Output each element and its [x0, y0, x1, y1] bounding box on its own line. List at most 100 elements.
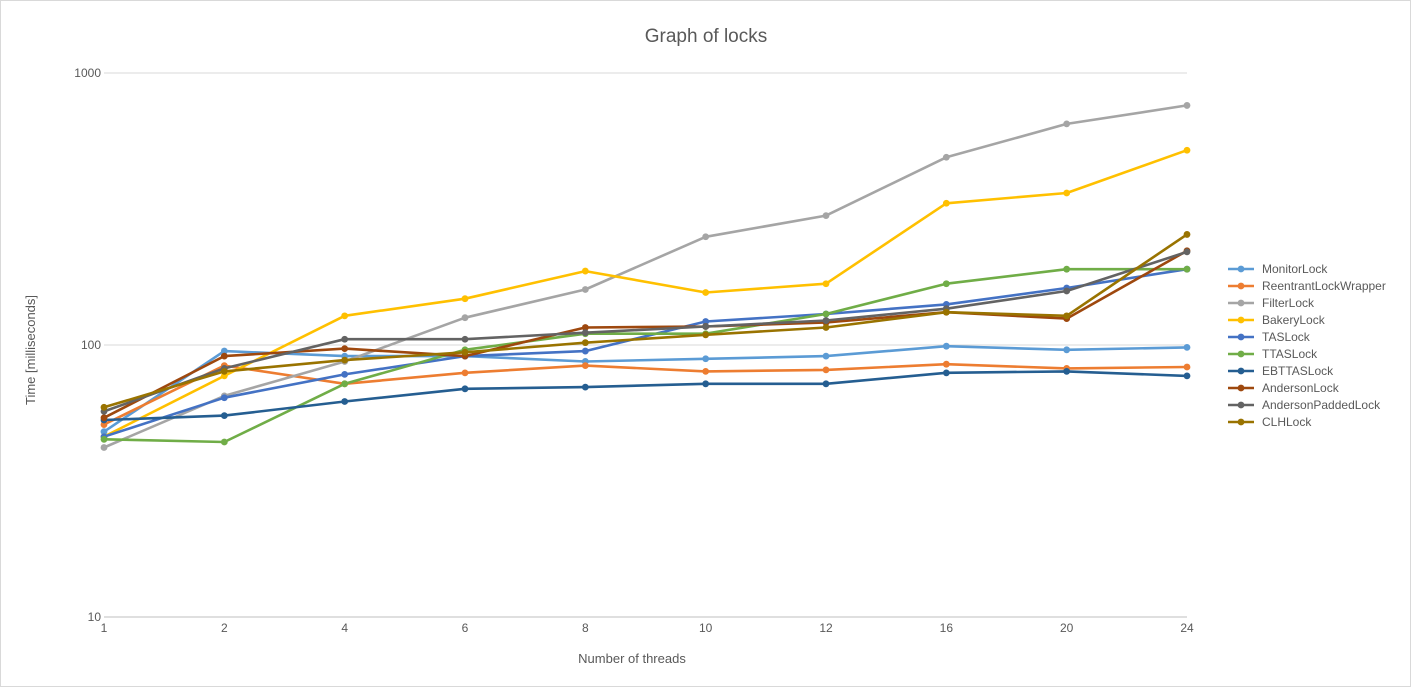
series-andersonpaddedlock [100, 248, 1191, 415]
data-point [581, 329, 589, 337]
y-axis-label: Time [milliseconds] [23, 295, 38, 405]
legend-label: FilterLock [1262, 296, 1315, 310]
series-lines [100, 102, 1191, 451]
data-point [942, 342, 950, 350]
legend-label: AndersonLock [1262, 381, 1340, 395]
x-tick-label: 2 [221, 621, 228, 635]
x-tick-label: 8 [582, 621, 589, 635]
data-point [702, 289, 710, 296]
data-point [702, 318, 710, 325]
data-point [702, 323, 710, 330]
data-point [461, 369, 469, 377]
data-point [1063, 346, 1071, 354]
series-line [102, 362, 1189, 426]
legend-item: CLHLock [1228, 415, 1312, 429]
data-point [822, 324, 830, 331]
data-point [341, 380, 349, 388]
legend-swatch-marker [1237, 367, 1245, 375]
series-line [102, 148, 1189, 439]
data-point [822, 380, 830, 388]
series-filterlock [100, 102, 1191, 451]
data-point [1183, 265, 1191, 273]
legend-item: EBTTASLock [1228, 364, 1334, 378]
data-point [822, 352, 830, 360]
data-point [942, 199, 950, 207]
data-point [942, 280, 950, 288]
legend-label: TTASLock [1262, 347, 1318, 361]
data-point [1183, 343, 1191, 351]
data-point [461, 314, 469, 322]
data-point [220, 352, 228, 360]
data-point [702, 367, 710, 375]
data-point [702, 331, 710, 339]
data-point [100, 435, 108, 443]
data-point [942, 153, 950, 161]
data-point [581, 339, 589, 347]
legend-swatch-marker [1237, 384, 1245, 392]
data-point [1183, 372, 1191, 380]
data-point [1063, 120, 1071, 128]
data-point [1183, 248, 1191, 256]
x-tick-label: 1 [101, 621, 108, 635]
x-tick-label: 4 [341, 621, 348, 635]
legend-item: AndersonPaddedLock [1228, 398, 1381, 412]
data-point [581, 324, 589, 331]
data-point [100, 444, 108, 451]
data-point [461, 348, 469, 356]
legend-swatch-marker [1237, 316, 1245, 324]
data-point [341, 312, 349, 320]
legend-label: EBTTASLock [1262, 364, 1334, 378]
data-point [822, 366, 830, 374]
series-line [102, 267, 1189, 444]
series-line [102, 104, 1189, 449]
legend-item: MonitorLock [1228, 262, 1328, 276]
data-point [822, 317, 830, 324]
series-line [102, 250, 1189, 413]
legend-label: BakeryLock [1262, 313, 1326, 327]
data-point [1063, 189, 1071, 197]
legend-swatch-marker [1237, 282, 1245, 290]
data-point [461, 335, 469, 343]
data-point [220, 394, 228, 402]
series-clhlock [100, 231, 1191, 411]
data-point [1183, 102, 1191, 109]
data-point [1063, 265, 1071, 273]
data-point [942, 360, 950, 368]
legend-label: TASLock [1262, 330, 1311, 344]
series-ebttaslock [100, 367, 1191, 424]
legend-item: FilterLock [1228, 296, 1315, 310]
y-tick-label: 1000 [74, 66, 101, 80]
legend: MonitorLock ReentrantLockWrapper FilterLoc… [1228, 262, 1386, 429]
data-point [100, 428, 108, 436]
x-axis-label: Number of threads [578, 651, 686, 666]
legend-label: ReentrantLockWrapper [1262, 279, 1386, 293]
data-point [1063, 287, 1071, 295]
data-point [581, 347, 589, 355]
data-point [220, 438, 228, 446]
data-point [702, 355, 710, 363]
data-point [1183, 363, 1191, 371]
data-point [1183, 231, 1191, 238]
legend-label: CLHLock [1262, 415, 1312, 429]
legend-swatch-marker [1237, 350, 1245, 358]
data-point [220, 347, 228, 355]
data-point [341, 356, 349, 364]
data-point [220, 367, 228, 375]
data-point [942, 308, 950, 316]
data-point [942, 369, 950, 377]
data-point [1063, 312, 1071, 320]
legend-item: ReentrantLockWrapper [1228, 279, 1386, 293]
data-point [822, 310, 830, 318]
series-line [102, 249, 1189, 420]
data-point [100, 414, 108, 422]
legend-item: TTASLock [1228, 347, 1318, 361]
data-point [341, 335, 349, 343]
gridlines [104, 72, 1187, 618]
x-tick-label: 16 [940, 621, 954, 635]
series-line [102, 267, 1189, 439]
series-line [102, 370, 1189, 422]
legend-swatch-marker [1237, 401, 1245, 409]
data-point [341, 370, 349, 378]
